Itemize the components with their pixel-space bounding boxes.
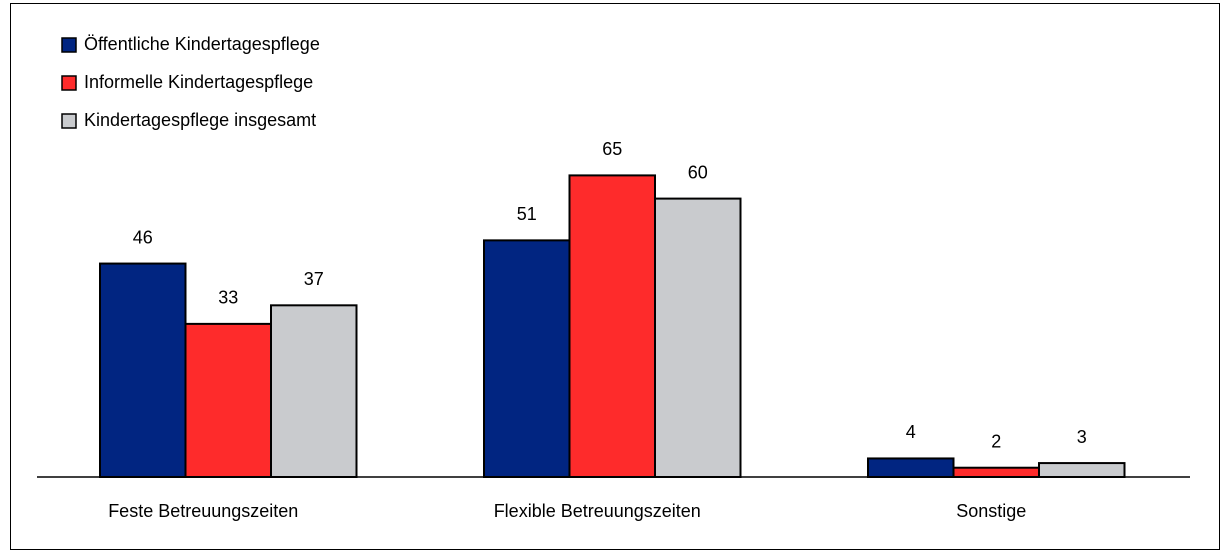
value-label: 60: [688, 162, 708, 182]
value-label: 4: [906, 422, 916, 442]
value-label: 2: [991, 431, 1001, 451]
bar: [952, 466, 1040, 479]
bar: [867, 457, 955, 479]
x-tick-label: Flexible Betreuungszeiten: [494, 501, 701, 521]
value-label: 65: [602, 139, 622, 159]
bar: [270, 304, 358, 478]
legend-label: Kindertagespflege insgesamt: [84, 110, 316, 130]
bar: [1038, 462, 1126, 478]
bar: [654, 197, 742, 478]
value-label: 37: [304, 269, 324, 289]
legend-swatch: [61, 37, 77, 53]
x-tick-label: Feste Betreuungszeiten: [108, 501, 298, 521]
value-label: 51: [517, 204, 537, 224]
value-label: 46: [133, 227, 153, 247]
legend-label: Informelle Kindertagespflege: [84, 72, 313, 92]
value-label: 33: [218, 288, 238, 308]
legend-swatch: [61, 113, 77, 129]
x-tick-label: Sonstige: [956, 501, 1026, 521]
legend-label: Öffentliche Kindertagespflege: [84, 34, 320, 54]
bar: [99, 262, 187, 478]
bar: [568, 174, 656, 478]
value-label: 3: [1077, 427, 1087, 447]
legend-swatch: [61, 75, 77, 91]
bar: [483, 239, 571, 478]
bar: [184, 322, 272, 478]
